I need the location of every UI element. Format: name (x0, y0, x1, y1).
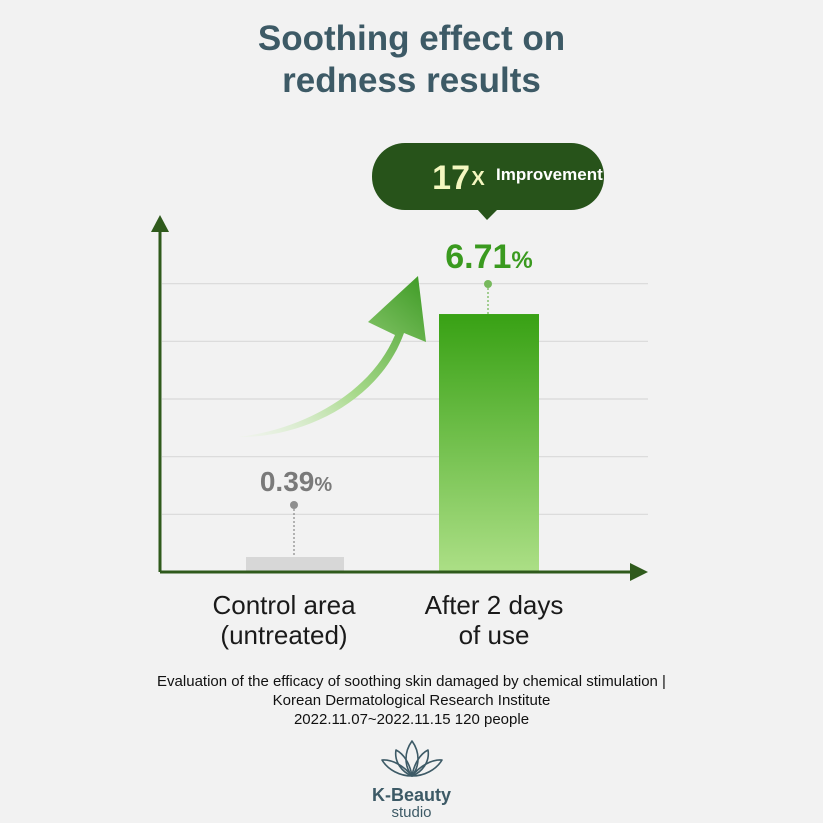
study-caption: Evaluation of the efficacy of soothing s… (0, 672, 823, 729)
growth-arrow (238, 276, 426, 438)
gridlines (162, 283, 648, 515)
data-label-control: 0.39% (260, 466, 333, 497)
lotus-icon (380, 740, 443, 777)
callout-number: 17 (432, 159, 470, 197)
bars (246, 314, 539, 572)
value-leaders (290, 280, 492, 558)
data-label-treated-unit: % (511, 247, 532, 274)
x-tick-label-control: Control area (untreated) (164, 590, 404, 650)
value-leader-dot (484, 280, 492, 288)
x-tick-label-control-line-2: (untreated) (220, 620, 348, 650)
caption-line-3: 2022.11.07~2022.11.15 120 people (293, 711, 530, 728)
x-tick-label-treated-line-1: After 2 days (424, 590, 564, 620)
callout-times: X (471, 168, 485, 190)
brand-sub: studio (391, 804, 432, 821)
x-tick-label-control-line-1: Control area (212, 590, 356, 620)
value-leader-dot (290, 501, 298, 509)
bar-control (246, 557, 344, 572)
chart-title-line-1: Soothing effect on (257, 19, 566, 58)
brand-name: K-Beauty (371, 785, 451, 805)
x-tick-label-treated-line-2: of use (458, 620, 530, 650)
chart-title-line-2: redness results (282, 61, 541, 100)
data-label-treated: 6.71% (445, 238, 533, 276)
x-axis (160, 563, 648, 581)
data-label-control-unit: % (314, 474, 332, 496)
bar-treated (439, 314, 539, 572)
data-label-treated-number: 6.71 (445, 238, 511, 276)
chart-title: Soothing effect on redness results (0, 18, 823, 102)
caption-line-2: Korean Dermatological Research Institute (272, 692, 551, 709)
y-axis (151, 215, 169, 572)
improvement-callout: 17 X Improvement (372, 143, 604, 220)
callout-text: Improvement (496, 165, 603, 184)
caption-line-1: Evaluation of the efficacy of soothing s… (157, 673, 666, 690)
brand-logo: K-Beauty studio (0, 738, 823, 821)
x-tick-label-treated: After 2 days of use (374, 590, 614, 650)
data-label-control-number: 0.39 (260, 466, 315, 497)
